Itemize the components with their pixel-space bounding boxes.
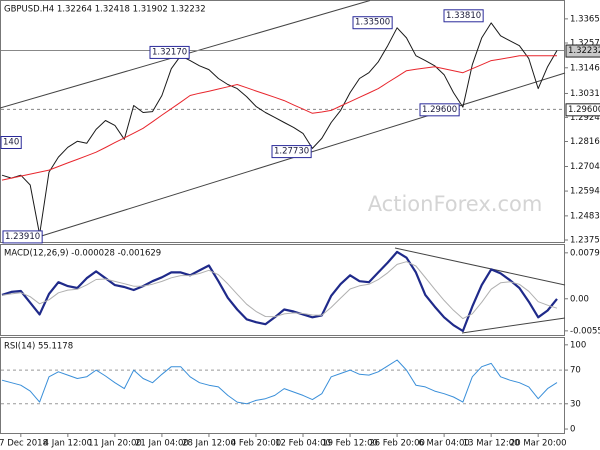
x-tick-label: 4 Feb 20:00 (231, 439, 281, 449)
x-tick-label: 11 Jan 20:00 (88, 439, 142, 449)
y-tick-label: 1.33650 (570, 14, 600, 24)
y-tick-label: -0.005559 (570, 326, 600, 336)
price-annotation: 140 (3, 138, 19, 148)
panel-title: RSI(14) 55.1178 (4, 342, 73, 352)
y-tick-label: 70 (570, 366, 581, 376)
price-annotation-box (352, 16, 393, 30)
series-line (1, 359, 558, 405)
macd-trendline-upper (394, 247, 566, 286)
price-annotation: 1.29600 (422, 105, 457, 115)
price-annotation-box (2, 230, 43, 244)
y-tick-label: 0.00 (570, 294, 589, 304)
price-annotation-box (149, 45, 190, 59)
rsi-panel-frame (0, 337, 565, 434)
price-annotation: 1.23910 (5, 232, 40, 242)
price-annotation-box (419, 103, 460, 117)
series-line (1, 22, 558, 235)
y-tick-label: 100 (570, 340, 586, 350)
price-level-box (565, 103, 600, 117)
macd-trendline-lower (461, 317, 566, 334)
series-line (1, 55, 557, 181)
price-annotation: 1.32170 (152, 47, 187, 57)
y-tick-label: 1.29240 (570, 113, 600, 123)
y-tick-label: 0.007963 (570, 248, 600, 258)
price-annotation-box (0, 136, 22, 149)
y-tick-label: 30 (570, 399, 581, 409)
x-tick-label: 12 Feb 04:00 (275, 439, 331, 449)
y-tick-label: 1.24830 (570, 211, 600, 221)
y-tick-label: 1.23750 (570, 235, 600, 245)
y-tick-label: 1.31460 (570, 63, 600, 73)
x-tick-label: 28 Jan 12:00 (182, 439, 236, 449)
price-annotation-box (271, 145, 312, 159)
x-tick-label: 21 Jan 04:00 (135, 439, 189, 449)
price-annotation: 1.33500 (355, 18, 390, 28)
x-tick-label: 20 Mar 20:00 (510, 439, 567, 449)
series-line (1, 250, 558, 333)
price-panel-frame (0, 0, 565, 243)
price-level-label: 1.29600 (568, 105, 600, 115)
x-tick-label: 19 Feb 12:00 (322, 439, 378, 449)
x-tick-label: 13 Mar 12:00 (463, 439, 520, 449)
series-line (1, 261, 558, 320)
y-tick-label: 1.27040 (570, 162, 600, 172)
x-tick-label: 26 Feb 20:00 (369, 439, 425, 449)
x-tick-label: 27 Dec 2018 (0, 439, 48, 449)
y-tick-label: 1.32570 (570, 38, 600, 48)
y-tick-label: 1.30310 (570, 89, 600, 99)
panel-title: MACD(12,26,9) -0.000028 -0.001629 (4, 249, 161, 259)
x-tick-label: 6 Mar 04:00 (418, 439, 469, 449)
macd-panel-frame (0, 244, 565, 336)
x-tick-label: 4 Jan 12:00 (44, 439, 92, 449)
price-annotation-box (443, 9, 484, 23)
y-tick-label: 0 (570, 425, 575, 435)
panel-title: GBPUSD.H4 1.32264 1.32418 1.31902 1.3223… (4, 5, 206, 15)
price-level-box (565, 44, 600, 58)
y-tick-label: 1.25940 (570, 187, 600, 197)
watermark: ActionForex.com (368, 192, 543, 216)
price-level-label: 1.32232 (568, 46, 600, 56)
y-tick-label: 1.28160 (570, 137, 600, 147)
price-annotation: 1.27730 (274, 147, 309, 157)
price-annotation: 1.33810 (446, 11, 481, 21)
